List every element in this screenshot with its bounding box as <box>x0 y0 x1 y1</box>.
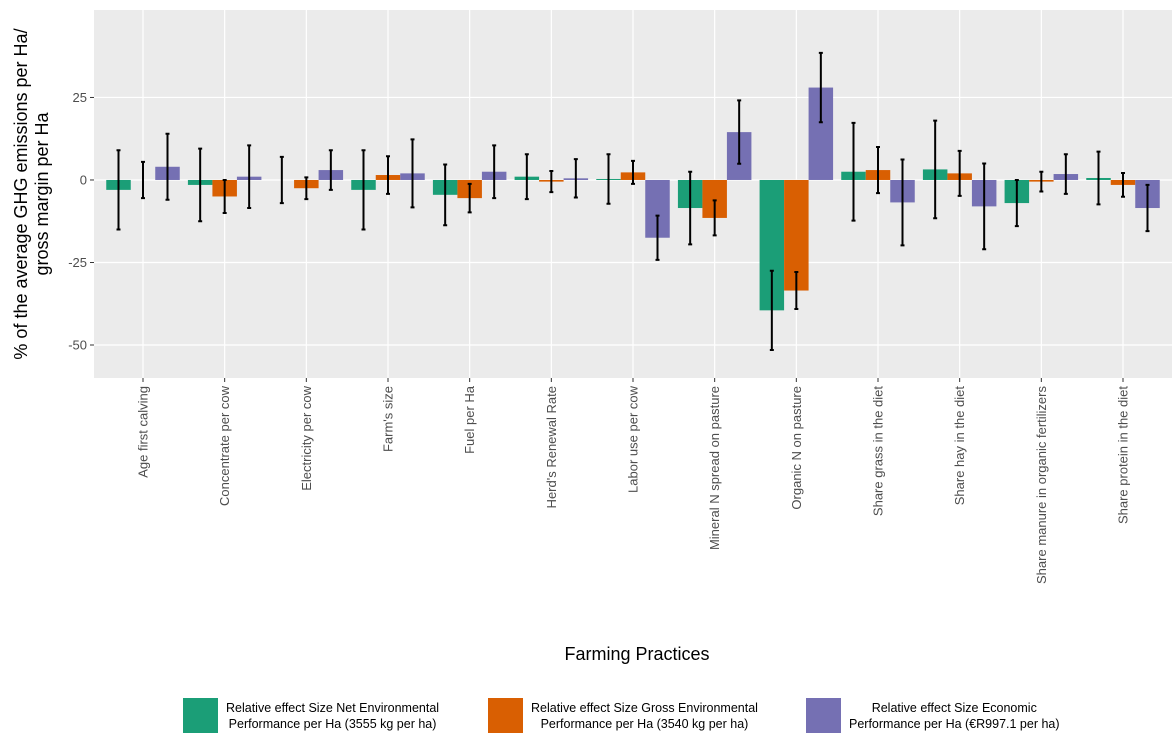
legend-swatch <box>183 698 218 733</box>
error-bar <box>1121 172 1125 198</box>
y-tick-label: 25 <box>73 90 87 105</box>
error-bar <box>1014 178 1019 228</box>
error-bar <box>116 149 121 231</box>
error-bar <box>247 144 252 210</box>
legend-label: Relative effect Size Net Environmental P… <box>226 700 440 731</box>
error-bar <box>361 149 366 231</box>
error-bar <box>467 182 472 214</box>
x-tick-label: Share grass in the diet <box>871 386 886 516</box>
error-bar <box>769 269 774 351</box>
error-bar <box>222 178 227 214</box>
error-bar <box>794 271 799 311</box>
x-tick-label: Share manure in organic fertilizers <box>1034 386 1049 584</box>
x-axis-title: Farming Practices <box>564 644 709 664</box>
error-bar <box>279 155 284 205</box>
error-bar <box>549 170 554 194</box>
legend-item: Relative effect Size Economic Performanc… <box>806 698 1060 733</box>
x-tick-label: Labor use per cow <box>626 385 641 493</box>
x-tick-label: Concentrate per cow <box>217 385 232 506</box>
y-axis-title: % of the average GHG emissions per Ha/ <box>11 28 31 359</box>
error-bar <box>1096 150 1101 206</box>
error-bar <box>631 159 635 185</box>
error-bar <box>982 162 987 251</box>
y-tick-label: 0 <box>80 172 87 187</box>
error-bar <box>1063 153 1068 195</box>
x-tick-label: Herd's Renewal Rate <box>544 386 559 508</box>
legend-swatch <box>806 698 841 733</box>
legend-label: Relative effect Size Gross Environmental… <box>531 700 758 731</box>
error-bar <box>141 160 145 200</box>
error-bar <box>655 214 660 261</box>
error-bar <box>492 144 497 200</box>
error-bar <box>386 155 390 195</box>
error-bar <box>851 121 856 222</box>
y-tick-label: -25 <box>68 255 87 270</box>
error-bar <box>606 153 611 205</box>
error-bar <box>1039 170 1044 193</box>
error-bar <box>818 51 823 124</box>
error-bar <box>688 170 693 246</box>
error-bar <box>328 149 333 191</box>
error-bar <box>443 163 448 227</box>
x-tick-label: Share hay in the diet <box>952 386 967 506</box>
legend-item: Relative effect Size Net Environmental P… <box>183 698 439 733</box>
y-tick-label: -50 <box>68 337 87 352</box>
error-bar <box>712 199 717 237</box>
x-tick-label: Farm's size <box>381 386 396 452</box>
error-bar <box>900 158 905 247</box>
x-tick-label: Fuel per Ha <box>462 385 477 454</box>
legend-swatch <box>488 698 523 733</box>
x-tick-label: Organic N on pasture <box>789 386 804 510</box>
error-bar <box>573 158 578 199</box>
error-bar <box>304 176 309 201</box>
legend-label: Relative effect Size Economic Performanc… <box>849 700 1060 731</box>
legend-item: Relative effect Size Gross Environmental… <box>488 698 758 733</box>
x-tick-label: Mineral N spread on pasture <box>707 386 722 550</box>
error-bar <box>165 132 170 201</box>
error-bar <box>1145 183 1150 233</box>
x-tick-label: Age first calving <box>136 386 151 478</box>
y-axis-title: gross margin per Ha <box>32 111 52 275</box>
error-bar <box>737 99 742 165</box>
error-bar <box>957 149 962 197</box>
error-bar <box>410 138 415 209</box>
x-tick-label: Electricity per cow <box>299 385 314 490</box>
error-bar <box>933 119 938 220</box>
error-bar <box>524 153 529 201</box>
x-tick-label: Share protein in the diet <box>1116 386 1131 524</box>
error-bar <box>876 145 880 195</box>
error-bar <box>198 147 203 223</box>
